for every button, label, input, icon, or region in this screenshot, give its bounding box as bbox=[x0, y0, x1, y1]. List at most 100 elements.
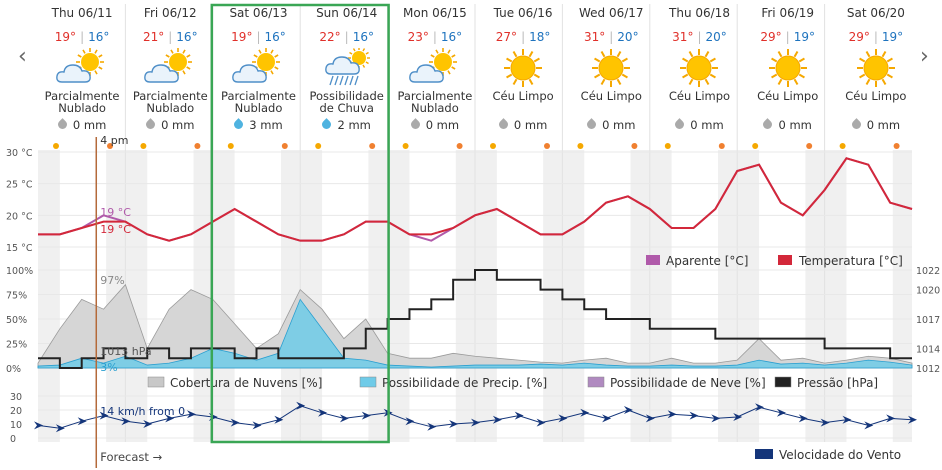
sunset-icon bbox=[631, 143, 638, 149]
sunset-icon bbox=[456, 143, 463, 149]
precip-amount: 0 mm bbox=[38, 118, 126, 132]
partly-cloudy-icon bbox=[126, 48, 214, 88]
legend-mid-label: Possibilidade de Precip. [%] bbox=[382, 376, 547, 390]
max-temp: 31° bbox=[583, 30, 606, 44]
min-temp: 20° bbox=[617, 30, 639, 44]
day-name: Sun 06/14 bbox=[316, 6, 378, 20]
cursor-apparent-label: 19 °C bbox=[100, 206, 131, 219]
pressure-y-tick: 1014 bbox=[916, 344, 940, 355]
min-temp: 16° bbox=[440, 30, 463, 44]
wind-arrow-icon bbox=[842, 415, 852, 424]
precip-amount: 2 mm bbox=[303, 118, 391, 132]
wind-arrow-icon bbox=[143, 420, 153, 428]
temperature-line bbox=[38, 157, 913, 242]
wind-arrow-icon bbox=[623, 406, 633, 414]
next-arrow-button[interactable]: › bbox=[920, 44, 929, 69]
wind-arrow-icon bbox=[449, 420, 459, 428]
day-temps: 19° | 16° bbox=[54, 30, 110, 44]
legend-mid-label: Possibilidade de Neve [%] bbox=[610, 376, 766, 390]
night-band bbox=[562, 150, 585, 442]
sun-icon bbox=[744, 48, 832, 88]
temp-y-tick: 15 °C bbox=[6, 243, 33, 254]
wind-arrow-icon bbox=[733, 413, 743, 421]
condition-text: Parcialmente Nublado bbox=[397, 89, 473, 115]
night-band bbox=[280, 150, 301, 442]
legend-swatch-mid bbox=[587, 376, 605, 388]
day-temps: 19° | 16° bbox=[231, 30, 286, 44]
wind-arrow-icon bbox=[361, 411, 371, 420]
cursor-temp-label: 19 °C bbox=[100, 223, 131, 236]
min-temp: 16° bbox=[264, 30, 286, 44]
min-temp: 16° bbox=[352, 30, 374, 44]
night-band bbox=[300, 150, 323, 442]
day-column: Sat 06/20 29° | 19° Céu Limpo 0 mm bbox=[832, 4, 920, 148]
night-band bbox=[649, 150, 672, 442]
max-temp: 19° bbox=[54, 30, 77, 44]
partly-cloudy-icon bbox=[214, 48, 302, 88]
legend-temperature: Temperatura [°C] bbox=[798, 254, 903, 268]
condition-text: Céu Limpo bbox=[757, 89, 819, 103]
pressure-y-tick: 1020 bbox=[916, 286, 940, 297]
legend-swatch-wind bbox=[755, 449, 773, 459]
condition-text: Parcialmente Nublado bbox=[132, 89, 208, 115]
precip-amount: 0 mm bbox=[744, 118, 832, 132]
wind-arrow-icon bbox=[667, 410, 677, 419]
day-column: Thu 06/18 31° | 20° Céu Limpo 0 mm bbox=[655, 4, 743, 148]
min-temp: 16° bbox=[88, 30, 110, 44]
precip-amount: 0 mm bbox=[479, 118, 567, 132]
day-column: Sun 06/14 22° | 16° Possibilidade de Chuva … bbox=[303, 4, 391, 148]
wind-arrow-icon bbox=[34, 421, 43, 430]
day-name: Wed 06/17 bbox=[579, 6, 644, 20]
max-temp: 29° bbox=[848, 30, 870, 44]
day-temps: 29° | 19° bbox=[760, 30, 815, 44]
prev-arrow-button[interactable]: ‹ bbox=[18, 44, 27, 69]
legend-swatch-apparent bbox=[646, 255, 660, 265]
min-temp: 20° bbox=[705, 30, 727, 44]
night-band bbox=[212, 150, 235, 442]
day-column: Wed 06/17 31° | 20° Céu Limpo 0 mm bbox=[567, 4, 655, 148]
wind-arrow-icon bbox=[645, 414, 655, 423]
day-column: Tue 06/16 27° | 18° Céu Limpo 0 mm bbox=[479, 4, 567, 148]
temp-y-tick: 30 °C bbox=[6, 148, 33, 159]
wind-arrow-icon bbox=[252, 421, 262, 430]
day-name: Thu 06/18 bbox=[669, 6, 730, 20]
wind-arrow-icon bbox=[492, 415, 502, 424]
min-temp: 18° bbox=[529, 30, 551, 44]
sunset-icon bbox=[281, 143, 288, 149]
sunrise-icon bbox=[490, 143, 496, 149]
day-name: Fri 06/19 bbox=[761, 6, 815, 20]
wind-arrow-icon bbox=[776, 408, 786, 417]
wind-arrow-icon bbox=[296, 401, 306, 410]
rain-icon bbox=[303, 48, 391, 88]
wind-y-tick: 0 bbox=[10, 434, 16, 445]
wind-arrow-icon bbox=[689, 411, 699, 420]
condition-text: Parcialmente Nublado bbox=[44, 89, 120, 115]
night-band bbox=[892, 150, 912, 442]
max-temp: 29° bbox=[760, 30, 782, 44]
sunset-icon bbox=[718, 143, 725, 149]
precip-amount: 0 mm bbox=[391, 118, 479, 132]
legend-swatch-mid bbox=[774, 376, 792, 388]
day-column: Thu 06/11 19° | 16° Parcialmente Nublado 0 … bbox=[38, 4, 126, 148]
condition-text: Possibilidade de Chuva bbox=[309, 89, 384, 115]
min-temp: 19° bbox=[881, 30, 904, 44]
sunrise-icon bbox=[664, 143, 671, 149]
legend-swatch-mid bbox=[359, 376, 377, 388]
sunrise-icon bbox=[315, 143, 322, 149]
pressure-y-tick: 1012 bbox=[916, 364, 940, 375]
wind-arrow-icon bbox=[55, 424, 65, 433]
sunset-icon bbox=[107, 143, 113, 149]
precip-amount: 3 mm bbox=[214, 118, 302, 132]
pct-y-tick: 50% bbox=[6, 315, 27, 326]
legend-wind: Velocidade do Vento bbox=[779, 448, 901, 462]
wind-arrow-icon bbox=[580, 408, 590, 417]
day-name: Sat 06/20 bbox=[846, 6, 905, 20]
wind-arrow-icon bbox=[886, 414, 896, 423]
night-band bbox=[455, 150, 475, 442]
night-band bbox=[630, 150, 650, 442]
pressure-y-tick: 1022 bbox=[916, 266, 940, 277]
max-temp: 21° bbox=[142, 30, 165, 44]
night-band bbox=[717, 150, 738, 442]
forecast-label: Forecast → bbox=[100, 450, 162, 464]
